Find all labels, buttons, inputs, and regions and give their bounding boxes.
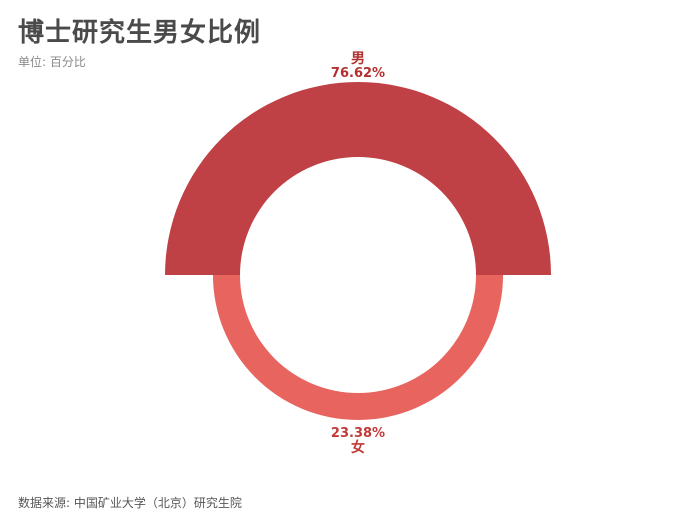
female-arc	[212, 275, 504, 421]
chart-title: 博士研究生男女比例	[18, 18, 262, 48]
data-source-note: 数据来源: 中国矿业大学（北京）研究生院	[18, 496, 242, 510]
male-value-label: 76.62%	[331, 66, 385, 81]
female-category-label: 女	[351, 439, 365, 456]
chart-subtitle: 单位: 百分比	[18, 55, 86, 69]
female-value-label: 23.38%	[331, 426, 385, 441]
male-arc	[165, 82, 551, 275]
male-category-label: 男	[351, 51, 365, 67]
